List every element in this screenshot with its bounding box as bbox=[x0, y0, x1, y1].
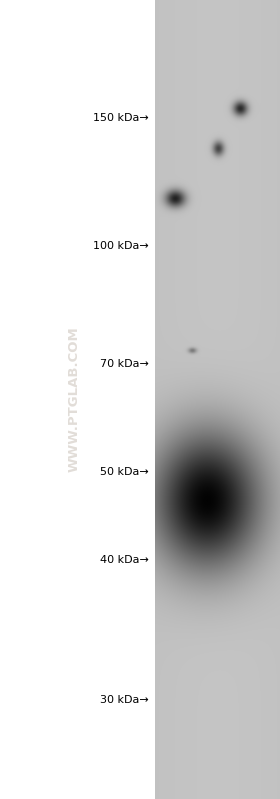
Text: 100 kDa→: 100 kDa→ bbox=[93, 241, 149, 251]
Text: 70 kDa→: 70 kDa→ bbox=[100, 359, 149, 369]
Text: 50 kDa→: 50 kDa→ bbox=[100, 467, 149, 477]
Text: WWW.PTGLAB.COM: WWW.PTGLAB.COM bbox=[68, 327, 81, 472]
Text: 40 kDa→: 40 kDa→ bbox=[100, 555, 149, 565]
Text: 150 kDa→: 150 kDa→ bbox=[93, 113, 149, 123]
Text: 30 kDa→: 30 kDa→ bbox=[100, 695, 149, 705]
